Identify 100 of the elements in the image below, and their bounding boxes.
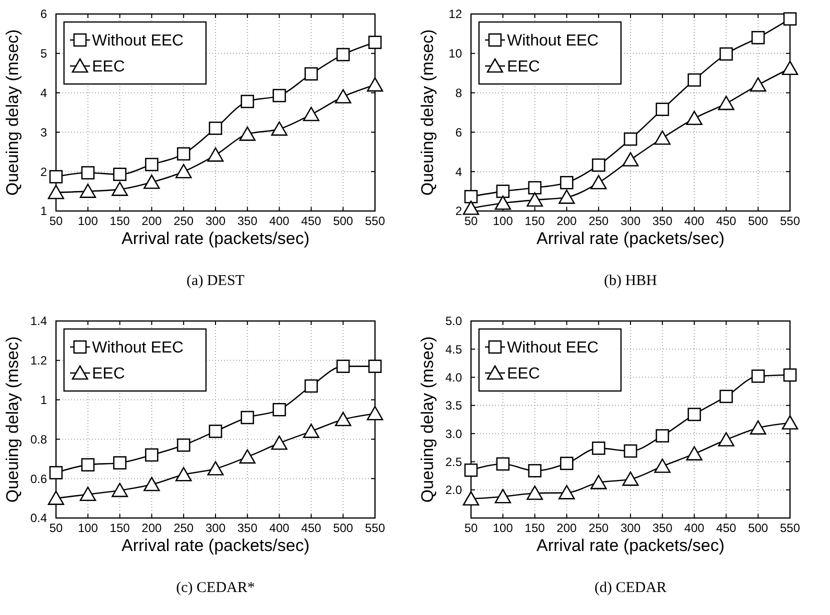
y-tick-label: 2 bbox=[40, 164, 48, 179]
point bbox=[145, 158, 158, 172]
point bbox=[207, 461, 224, 476]
point bbox=[144, 174, 160, 189]
legend-label: EEC bbox=[92, 366, 125, 383]
point bbox=[208, 424, 222, 438]
point bbox=[560, 176, 574, 190]
x-tick-label: 100 bbox=[78, 214, 98, 228]
point bbox=[304, 379, 318, 393]
point bbox=[175, 467, 192, 482]
point bbox=[271, 121, 288, 136]
y-tick-label: 2 bbox=[455, 204, 462, 218]
x-tick-label: 400 bbox=[684, 214, 705, 228]
point bbox=[750, 77, 766, 92]
x-tick-label: 300 bbox=[205, 214, 226, 228]
legend-label: EEC bbox=[507, 366, 540, 383]
x-tick-label: 250 bbox=[588, 521, 609, 535]
x-tick-label: 500 bbox=[748, 214, 768, 228]
y-tick-label: 1.2 bbox=[30, 354, 48, 368]
point bbox=[622, 152, 639, 166]
point bbox=[81, 166, 95, 180]
point bbox=[592, 158, 606, 172]
x-tick-label: 50 bbox=[464, 214, 478, 228]
x-tick-label: 350 bbox=[652, 521, 673, 535]
point bbox=[334, 412, 352, 426]
point bbox=[334, 89, 352, 104]
point bbox=[145, 448, 158, 462]
y-tick-label: 1.4 bbox=[30, 314, 48, 328]
x-tick-label: 150 bbox=[110, 521, 130, 535]
x-tick-label: 250 bbox=[174, 214, 194, 228]
point bbox=[720, 47, 733, 61]
point bbox=[112, 482, 128, 498]
x-tick-label: 450 bbox=[716, 521, 737, 535]
point bbox=[462, 491, 480, 506]
x-tick-label: 400 bbox=[684, 521, 705, 535]
point bbox=[751, 30, 765, 44]
x-tick-label: 350 bbox=[652, 214, 673, 228]
point bbox=[113, 456, 126, 470]
y-tick-label: 2.0 bbox=[445, 483, 462, 498]
point bbox=[271, 435, 288, 450]
point bbox=[240, 410, 254, 424]
point bbox=[239, 126, 256, 141]
point bbox=[688, 73, 701, 87]
point bbox=[590, 474, 607, 490]
x-tick-label: 150 bbox=[110, 214, 130, 228]
point bbox=[80, 184, 96, 198]
point bbox=[336, 48, 350, 62]
legend-label: EEC bbox=[507, 58, 540, 76]
point bbox=[782, 60, 798, 76]
y-tick-label: 8 bbox=[455, 86, 462, 100]
text: (a) DEST bbox=[186, 273, 244, 289]
y-tick-label: 3.0 bbox=[445, 426, 462, 441]
y-tick-label: 12 bbox=[448, 7, 462, 22]
y-tick-label: 5.0 bbox=[445, 314, 462, 328]
point bbox=[303, 106, 320, 122]
point bbox=[366, 77, 384, 92]
x-tick-label: 450 bbox=[716, 214, 737, 228]
y-tick-label: 1 bbox=[40, 393, 48, 407]
point bbox=[592, 442, 606, 455]
x-tick-label: 400 bbox=[269, 214, 290, 228]
point bbox=[686, 446, 702, 460]
point bbox=[526, 486, 543, 500]
text: (d) CEDAR bbox=[594, 580, 667, 596]
point bbox=[528, 464, 542, 478]
y-tick-label: 4 bbox=[40, 86, 48, 100]
y-tick-label: 3.5 bbox=[445, 398, 462, 413]
point bbox=[751, 370, 765, 383]
point bbox=[720, 390, 733, 404]
point bbox=[622, 472, 639, 486]
x-tick-label: 400 bbox=[269, 521, 290, 535]
x-tick-label: 300 bbox=[620, 214, 641, 228]
x-axis-title: Arrival rate (packets/sec) bbox=[122, 536, 310, 555]
y-tick-label: 2.5 bbox=[445, 454, 462, 469]
point bbox=[494, 488, 512, 504]
y-axis-title: Queuing delay (msec) bbox=[418, 29, 437, 196]
y-tick-label: 10 bbox=[448, 46, 462, 61]
point bbox=[48, 184, 64, 200]
point bbox=[208, 122, 222, 135]
point bbox=[462, 200, 480, 215]
x-tick-label: 50 bbox=[49, 521, 63, 535]
point bbox=[750, 420, 766, 435]
legend-label: Without EEC bbox=[92, 32, 184, 50]
y-tick-label: 4 bbox=[455, 164, 462, 179]
point bbox=[368, 360, 382, 373]
point bbox=[240, 94, 254, 108]
point bbox=[272, 403, 286, 416]
point bbox=[464, 190, 478, 204]
x-tick-label: 300 bbox=[620, 521, 641, 535]
x-tick-label: 50 bbox=[464, 521, 478, 535]
point bbox=[49, 170, 63, 184]
point bbox=[303, 424, 320, 438]
point bbox=[590, 174, 607, 190]
point bbox=[49, 466, 63, 480]
y-axis-title: Queuing delay (msec) bbox=[418, 336, 437, 503]
legend-label: Without EEC bbox=[507, 340, 599, 357]
point bbox=[272, 88, 286, 102]
y-tick-label: 5 bbox=[40, 46, 48, 61]
point bbox=[558, 190, 575, 204]
point bbox=[654, 130, 671, 145]
x-tick-label: 500 bbox=[333, 214, 354, 228]
